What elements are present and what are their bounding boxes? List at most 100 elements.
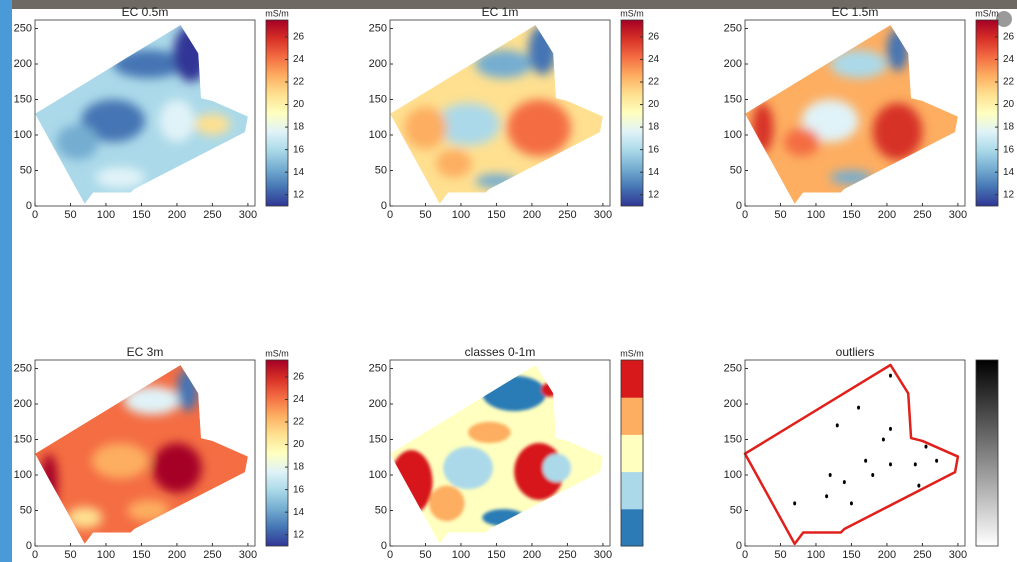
- colorbar-fill: [266, 360, 288, 546]
- y-tick-label: 0: [736, 200, 742, 212]
- colorbar-tick-label: 14: [293, 507, 305, 518]
- x-tick-label: 50: [419, 549, 431, 561]
- y-tick-label: 0: [381, 200, 387, 212]
- x-tick-label: 50: [419, 209, 431, 221]
- y-tick-label: 150: [369, 93, 387, 105]
- field-zone: [173, 25, 208, 82]
- colorbar-tick-label: 20: [293, 99, 305, 110]
- colorbar-tick-label: 22: [293, 77, 305, 88]
- field-zone: [507, 100, 571, 157]
- y-tick-label: 250: [14, 362, 32, 374]
- y-tick-label: 250: [724, 362, 742, 374]
- colorbar-tick-label: 18: [293, 122, 305, 133]
- field-zone: [159, 100, 194, 143]
- y-tick-label: 250: [14, 22, 32, 34]
- colorbar-class: [621, 397, 643, 435]
- outlier-spot: [882, 438, 885, 442]
- field-zone: [541, 383, 558, 397]
- field-zone: [41, 454, 58, 511]
- y-tick-label: 0: [26, 200, 32, 212]
- x-tick-label: 250: [558, 549, 576, 561]
- y-tick-label: 250: [369, 362, 387, 374]
- colorbar-tick-label: 24: [1003, 54, 1015, 65]
- field-zone: [95, 167, 145, 188]
- outlier-spot: [836, 423, 839, 427]
- y-tick-label: 0: [381, 540, 387, 552]
- figure: 050100150200250300050100150200250EC 0.5m…: [0, 0, 1017, 562]
- y-tick-label: 100: [724, 469, 742, 481]
- x-tick-label: 100: [452, 209, 470, 221]
- field-zone: [475, 50, 532, 78]
- field-map: [390, 25, 603, 204]
- chart-title: outliers: [836, 345, 875, 359]
- x-tick-label: 0: [32, 209, 38, 221]
- x-tick-label: 250: [913, 549, 931, 561]
- colorbar-tick-label: 12: [293, 189, 305, 200]
- field-zone: [482, 509, 525, 526]
- y-tick-label: 50: [730, 504, 742, 516]
- outlier-spot: [935, 459, 938, 463]
- colorbar-fill: [976, 360, 998, 546]
- colorbar-class: [621, 360, 643, 398]
- y-tick-label: 50: [375, 504, 387, 516]
- colorbar-tick-label: 18: [648, 122, 660, 133]
- x-tick-label: 50: [64, 549, 76, 561]
- field-zone: [124, 386, 181, 414]
- x-tick-label: 150: [487, 209, 505, 221]
- colorbar-unit: mS/m: [975, 8, 999, 18]
- side-bar: [0, 0, 12, 562]
- field-zone: [92, 443, 149, 478]
- colorbar-unit: mS/m: [620, 8, 644, 18]
- x-tick-label: 200: [168, 209, 186, 221]
- field-zone: [152, 443, 202, 493]
- outlier-spot: [917, 484, 920, 488]
- x-tick-label: 200: [168, 549, 186, 561]
- y-tick-label: 200: [724, 58, 742, 70]
- field-zone: [443, 447, 493, 490]
- x-tick-label: 150: [132, 549, 150, 561]
- field-zone: [752, 103, 773, 153]
- field-map: [390, 365, 603, 544]
- field-zone: [468, 422, 511, 443]
- colorbar-tick-label: 22: [648, 77, 660, 88]
- colorbar-tick-label: 18: [1003, 122, 1015, 133]
- colorbar-tick-label: 16: [648, 144, 660, 155]
- y-tick-label: 100: [369, 469, 387, 481]
- field-zone: [404, 107, 447, 150]
- colorbar-tick-label: 14: [1003, 167, 1015, 178]
- field-zone: [528, 25, 556, 75]
- colorbar-tick-label: 16: [293, 144, 305, 155]
- x-tick-label: 50: [64, 209, 76, 221]
- y-tick-label: 200: [369, 58, 387, 70]
- outlier-spot: [850, 501, 853, 505]
- x-tick-label: 100: [807, 209, 825, 221]
- colorbar-tick-label: 20: [1003, 99, 1015, 110]
- x-tick-label: 0: [387, 549, 393, 561]
- x-tick-label: 0: [387, 209, 393, 221]
- chart-title: EC 1.5m: [832, 5, 879, 19]
- colorbar-tick-label: 12: [293, 529, 305, 540]
- y-tick-label: 0: [736, 540, 742, 552]
- x-tick-label: 50: [774, 549, 786, 561]
- colorbar-tick-label: 24: [293, 54, 305, 65]
- colorbar-fill: [621, 20, 643, 206]
- colorbar-tick-label: 14: [293, 167, 305, 178]
- y-tick-label: 150: [724, 433, 742, 445]
- outlier-spot: [889, 374, 892, 378]
- field-zone: [475, 174, 518, 188]
- x-tick-label: 200: [523, 209, 541, 221]
- outlier-spot: [914, 462, 917, 466]
- colorbar-unit: mS/m: [620, 348, 644, 358]
- colorbar-tick-label: 20: [648, 99, 660, 110]
- x-tick-label: 100: [807, 549, 825, 561]
- y-tick-label: 200: [14, 58, 32, 70]
- chart-title: EC 0.5m: [122, 5, 169, 19]
- x-tick-label: 300: [949, 209, 967, 221]
- field-base: [745, 365, 958, 544]
- y-tick-label: 100: [369, 129, 387, 141]
- colorbar-tick-label: 16: [293, 484, 305, 495]
- x-tick-label: 50: [774, 209, 786, 221]
